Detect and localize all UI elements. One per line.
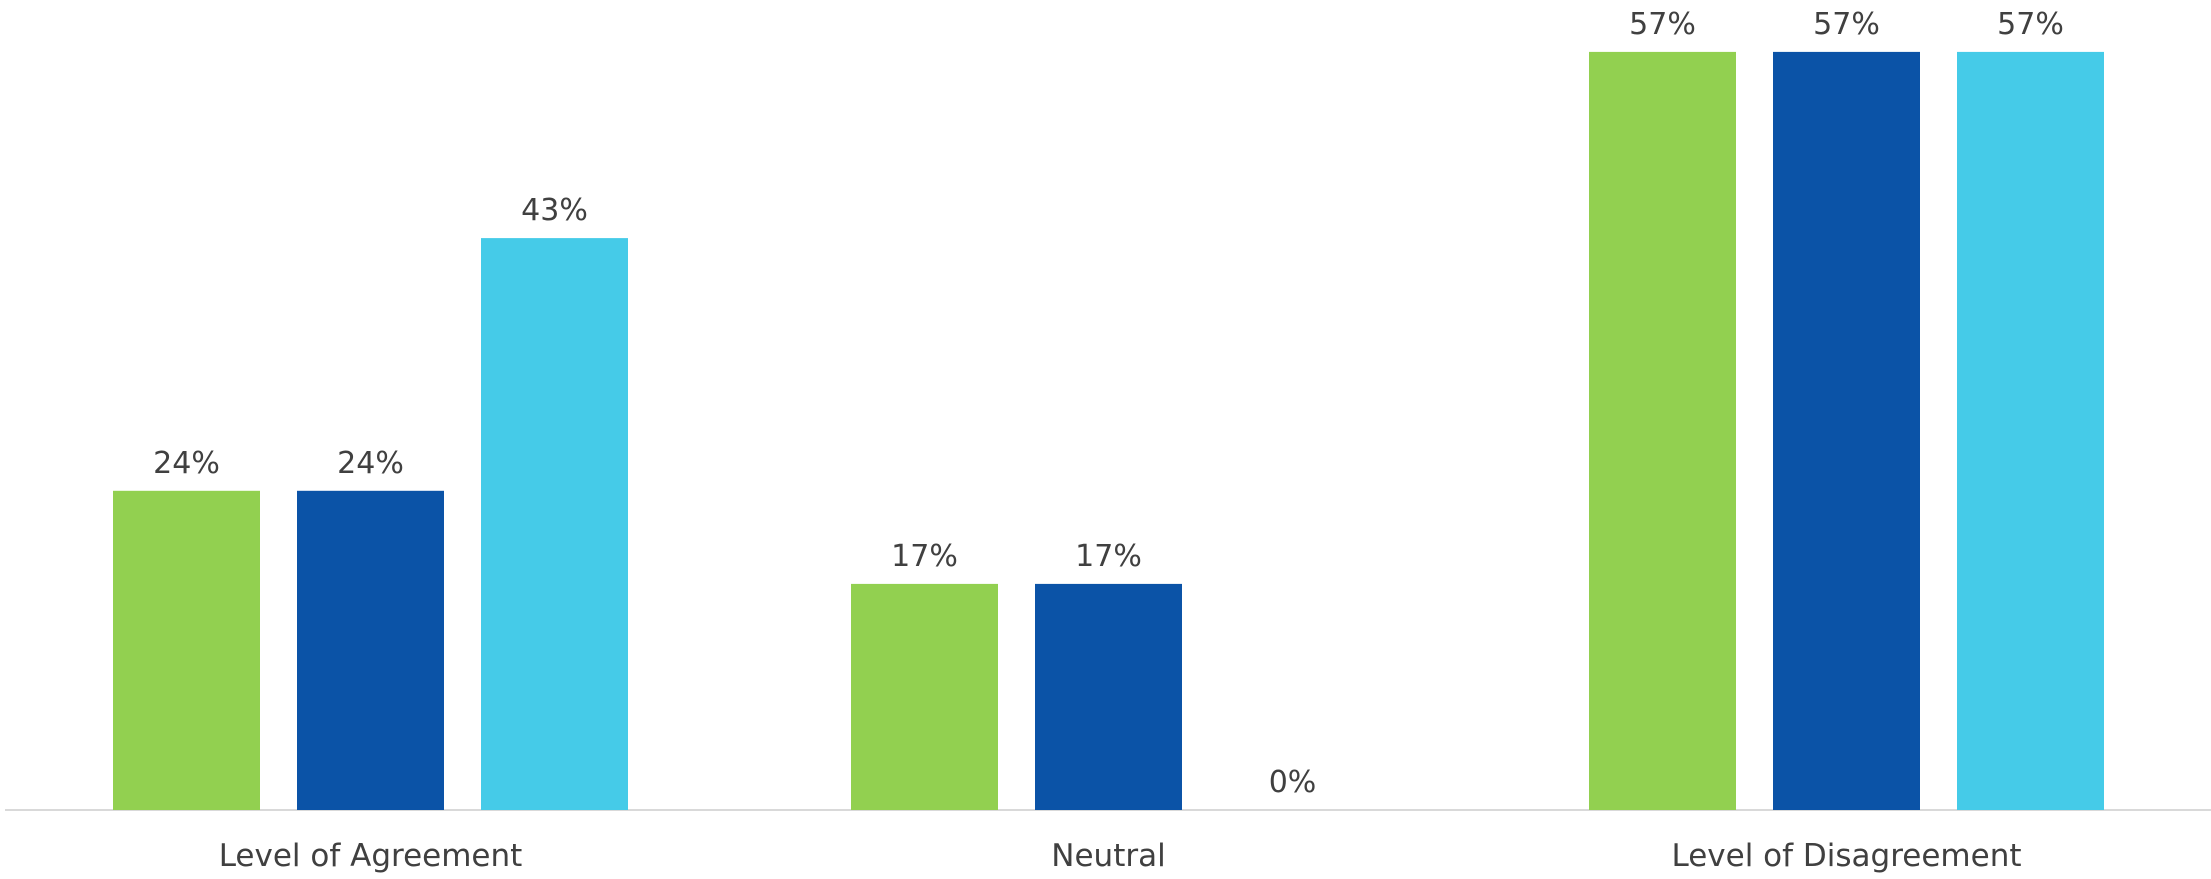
- data-label: 24%: [153, 446, 220, 481]
- bar-series-3-category-3: [1957, 51, 2104, 810]
- bar-series-2-category-2: [1035, 583, 1182, 810]
- bar-series-3-category-1: [481, 238, 628, 811]
- data-label: 0%: [1269, 765, 1317, 800]
- data-label: 43%: [521, 193, 588, 228]
- data-label: 17%: [1075, 539, 1142, 574]
- category-label: Level of Agreement: [219, 838, 523, 874]
- data-label: 17%: [891, 539, 958, 574]
- data-label: 24%: [337, 446, 404, 481]
- bar-series-1-category-3: [1589, 51, 1736, 810]
- bar-series-2-category-3: [1773, 51, 1920, 810]
- category-label: Neutral: [1051, 838, 1165, 874]
- bar-series-1-category-1: [113, 490, 260, 810]
- category-label: Level of Disagreement: [1671, 838, 2021, 874]
- data-label: 57%: [1629, 7, 1696, 42]
- data-label: 57%: [1997, 7, 2064, 42]
- data-label: 57%: [1813, 7, 1880, 42]
- bar-series-1-category-2: [851, 583, 998, 810]
- bar-series-2-category-1: [297, 490, 444, 810]
